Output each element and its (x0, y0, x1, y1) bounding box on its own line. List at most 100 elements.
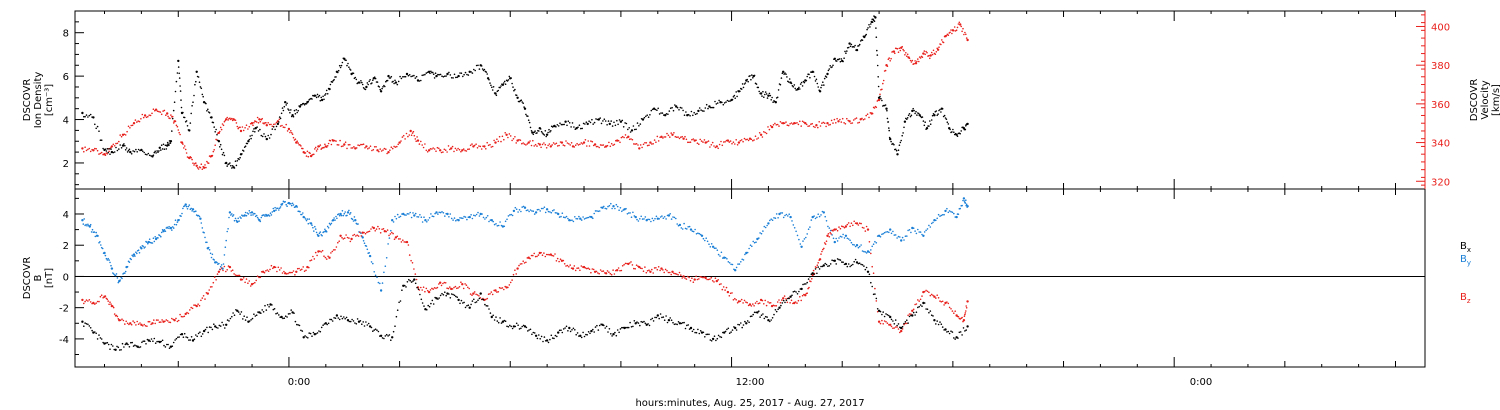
point-by-6-5 (130, 258, 132, 261)
point-by-54-1 (536, 208, 539, 211)
point-by-29-7 (302, 212, 304, 214)
point-by-55 (545, 208, 549, 211)
point-by-21 (236, 220, 239, 223)
point-bx-25-2 (361, 323, 363, 326)
point-by-10-6 (160, 231, 163, 234)
point-bz-65-2 (796, 302, 798, 304)
point-velocity-12-1 (196, 167, 199, 169)
point-bx-41-3 (539, 338, 541, 340)
point-ion-density-13-7 (195, 80, 197, 83)
point-by-93-3 (964, 202, 967, 204)
point-velocity-65-6 (735, 139, 737, 141)
point-bz-13-1 (219, 268, 221, 271)
point-by-71-4 (728, 262, 731, 264)
point-velocity-76-3 (852, 119, 855, 121)
point-bx-21-2 (316, 332, 319, 334)
point-ion-density-34-4 (354, 76, 357, 79)
point-by-57-2 (571, 219, 573, 221)
point-bx-64-2 (792, 291, 795, 293)
point-bx-45 (579, 334, 582, 337)
point-by-34-2 (334, 219, 336, 221)
point-bz-10-6 (193, 304, 195, 306)
point-ion-density-43 (427, 70, 431, 74)
point-ion-density-100-3 (914, 112, 916, 115)
point-ion-density-96-1 (886, 109, 888, 112)
point-bx-46-5 (597, 329, 600, 331)
point-velocity-7-7 (165, 114, 167, 116)
point-bx-6-3 (152, 340, 154, 343)
point-ion-density-88 (833, 57, 836, 60)
point-ion-density-44-1 (437, 73, 439, 76)
point-by-28-2 (290, 202, 292, 205)
point-velocity-54-3 (609, 145, 612, 148)
point-bz-69-1 (827, 233, 830, 235)
velocity-tick-label-2: 360 (1431, 100, 1450, 111)
point-bz-70-4 (839, 227, 842, 230)
point-ion-density-73 (719, 101, 722, 104)
point-bx-17-5 (276, 312, 279, 314)
point-by-72-5 (741, 258, 743, 261)
point-bz-75-6 (897, 328, 900, 330)
point-ion-density-1 (92, 116, 95, 119)
point-velocity-83-3 (910, 61, 913, 63)
point-by-68-4 (695, 233, 698, 235)
point-ion-density-78-7 (766, 97, 769, 99)
point-bz-50-1 (628, 262, 631, 264)
point-ion-density-30-1 (322, 95, 324, 98)
point-ion-density-72-7 (718, 99, 720, 102)
point-by-51-7 (511, 214, 514, 217)
point-velocity-6-2 (147, 115, 149, 118)
point-bx-14-3 (240, 311, 243, 313)
point-bz-79-4 (939, 300, 941, 302)
point-velocity-4-5 (129, 127, 131, 129)
point-ion-density-60-2 (578, 124, 581, 126)
point-bz-43-6 (558, 260, 560, 263)
point-ion-density-9-1 (166, 141, 169, 144)
point-ion-density-47-6 (477, 64, 479, 67)
density-tick-label-0: 2 (63, 159, 69, 170)
point-bx-55-5 (697, 328, 699, 331)
top-panel-points (81, 15, 969, 170)
point-bz-43-2 (552, 255, 555, 257)
point-bx-2-6 (112, 345, 114, 347)
point-by-66-3 (672, 216, 674, 218)
point-ion-density-36 (365, 85, 368, 89)
point-bx-57-1 (713, 335, 716, 338)
point-bz-20-4 (301, 268, 303, 271)
point-bz-38-3 (498, 286, 501, 289)
point-by-44-7 (434, 212, 436, 215)
point-by-81-4 (839, 235, 842, 238)
point-velocity-28-2 (326, 145, 329, 147)
point-velocity-14-4 (214, 144, 216, 146)
point-bz-77-3 (915, 303, 918, 305)
point-ion-density-92-3 (866, 28, 868, 31)
point-ion-density-36-4 (369, 79, 371, 81)
point-ion-density-26-5 (296, 111, 299, 114)
point-ion-density-7-5 (156, 150, 158, 152)
point-by-43-5 (420, 216, 423, 218)
point-bx-44-3 (572, 327, 575, 330)
point-by-57-5 (575, 217, 577, 220)
point-ion-density-55-5 (536, 132, 538, 134)
point-velocity-40-3 (454, 147, 457, 150)
point-velocity-2-1 (104, 154, 107, 156)
point-bz-39-7 (515, 273, 517, 275)
point-bz-69-6 (832, 230, 834, 232)
point-bx-16-2 (261, 309, 264, 311)
point-velocity-70-3 (786, 124, 789, 126)
point-bx-34-7 (467, 304, 470, 307)
point-velocity-52-3 (587, 140, 589, 142)
point-velocity-66-4 (743, 137, 746, 140)
point-bx-59-3 (738, 324, 741, 326)
point-bz-11-6 (204, 298, 206, 300)
point-bz-78-2 (925, 289, 927, 292)
point-ion-density-20-3 (242, 150, 245, 152)
point-ion-density-68-3 (668, 110, 671, 112)
point-by-8 (140, 247, 143, 250)
point-velocity-76 (848, 120, 851, 123)
point-bx-10-7 (201, 333, 204, 335)
point-by-72-2 (737, 263, 739, 265)
point-bz-45-5 (579, 269, 581, 272)
point-velocity-27-1 (318, 145, 321, 148)
point-ion-density-53-4 (520, 99, 523, 101)
